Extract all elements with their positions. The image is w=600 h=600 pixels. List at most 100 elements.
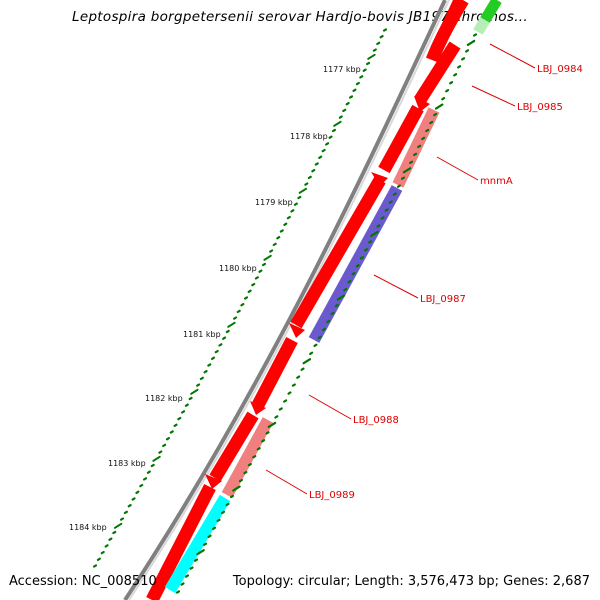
gene-arrow (290, 176, 386, 329)
ruler-dot (261, 262, 267, 267)
inner-dot (445, 88, 450, 93)
ruler-dot (131, 497, 136, 501)
ruler-dot (150, 463, 155, 468)
ruler-dot (199, 376, 204, 381)
inner-dot (225, 502, 230, 507)
gene-label-lbj0988: LBJ_0988 (353, 415, 399, 426)
gene-arrowhead (205, 474, 222, 489)
ruler-major-tick (227, 321, 236, 328)
ruler-dot (177, 416, 182, 421)
ruler-dot (331, 128, 337, 133)
inner-dot (472, 33, 478, 37)
gene-label-leaders (265, 43, 536, 495)
chromosome-backbone (123, 0, 447, 600)
inner-major-tick (370, 230, 379, 238)
tick-label: 1183 kbp (108, 459, 146, 468)
cog-feature-lightgreen (473, 17, 490, 35)
inner-major-tick (196, 549, 205, 556)
ruler-dot (290, 209, 295, 213)
inner-dot (309, 351, 314, 355)
ruler-major-tick (113, 522, 123, 529)
gene-arrowhead (414, 96, 430, 112)
ruler-dot (165, 437, 171, 441)
ruler-dot (338, 115, 343, 119)
inner-dot (287, 391, 292, 395)
inner-dot (464, 49, 470, 53)
inner-dot (220, 510, 226, 515)
leader-line (373, 274, 419, 299)
ruler-dot (233, 316, 238, 320)
leader-line (436, 156, 479, 181)
accession-text: Accession: NC_008510 (9, 574, 157, 589)
tick-label: 1181 kbp (183, 330, 221, 339)
inner-dot (175, 590, 181, 594)
gene-label-lbj0985: LBJ_0985 (517, 102, 563, 113)
inner-dot (334, 303, 339, 308)
ruler-dot (359, 75, 364, 79)
inner-dot (265, 431, 270, 435)
gene-arrowhead (250, 401, 266, 415)
ruler-dot (328, 135, 333, 139)
ruler-dot (243, 296, 249, 300)
inner-dot (247, 462, 252, 467)
ruler-dot (365, 61, 371, 66)
ruler-dot (236, 309, 241, 314)
inner-dot (238, 478, 243, 483)
gene-label-lbj0984: LBJ_0984 (537, 64, 583, 75)
tick-label: 1182 kbp (145, 394, 183, 403)
kbp-tick-labels: 1177 kbp 1178 kbp 1179 kbp 1180 kbp 1181… (69, 65, 361, 532)
gene-arrow (209, 411, 259, 482)
ruler-dot (321, 148, 326, 153)
inner-dot (376, 224, 381, 228)
inner-dot (413, 152, 418, 157)
gene-label-mnma: mnmA (480, 176, 513, 187)
inner-dot (461, 57, 466, 61)
gene-arrowhead (289, 323, 305, 338)
inner-major-tick (232, 485, 241, 492)
inner-dot (359, 256, 364, 260)
ruler-dot (123, 510, 128, 515)
gene-arrowhead (371, 172, 388, 186)
inner-dot (189, 566, 194, 570)
ruler-dot (251, 282, 256, 287)
ruler-dot (188, 396, 193, 401)
ruler-dot (342, 108, 347, 113)
inner-major-tick (434, 103, 444, 110)
map-title: Leptospira borgpetersenii serovar Hardjo… (72, 9, 528, 25)
ruler-dot (181, 410, 186, 414)
inner-dot (274, 415, 279, 419)
gene-label-lbj0987: LBJ_0987 (420, 294, 466, 305)
ruler-dot (139, 483, 144, 488)
ruler-dot (297, 195, 302, 200)
ruler-dot (362, 68, 367, 72)
ruler-dot (127, 504, 132, 508)
gene-arrow (414, 41, 461, 104)
cog-features (164, 0, 502, 594)
genome-stats-text: Topology: circular; Length: 3,576,473 bp… (232, 574, 590, 589)
ruler-dot (207, 363, 212, 367)
ruler-dot (225, 329, 230, 334)
ruler-dot (258, 269, 263, 273)
leader-line (471, 85, 516, 107)
ruler-dot (276, 236, 281, 240)
inner-dot (400, 176, 406, 180)
gene-arrow (378, 104, 424, 174)
ruler-dot (210, 356, 216, 360)
inner-dot (216, 518, 221, 523)
ruler-dot (376, 41, 381, 46)
inner-dot (256, 447, 261, 451)
gene-labels: LBJ_0984 LBJ_0985 mnmA LBJ_0987 LBJ_0988… (309, 64, 583, 501)
chromosome-backbone-highlight (128, 0, 450, 600)
tick-label: 1179 kbp (255, 198, 293, 207)
inner-dot (180, 582, 185, 586)
ruler-dot (382, 28, 388, 32)
ruler-dot (279, 229, 284, 233)
inner-dot (317, 335, 322, 340)
ruler-dot (104, 544, 109, 548)
ruler-dot (307, 175, 312, 180)
ruler-major-tick (333, 120, 342, 127)
ruler-dot (355, 81, 360, 86)
inner-dot (384, 208, 389, 212)
ruler-dot (196, 383, 201, 387)
inner-dot (417, 144, 422, 149)
